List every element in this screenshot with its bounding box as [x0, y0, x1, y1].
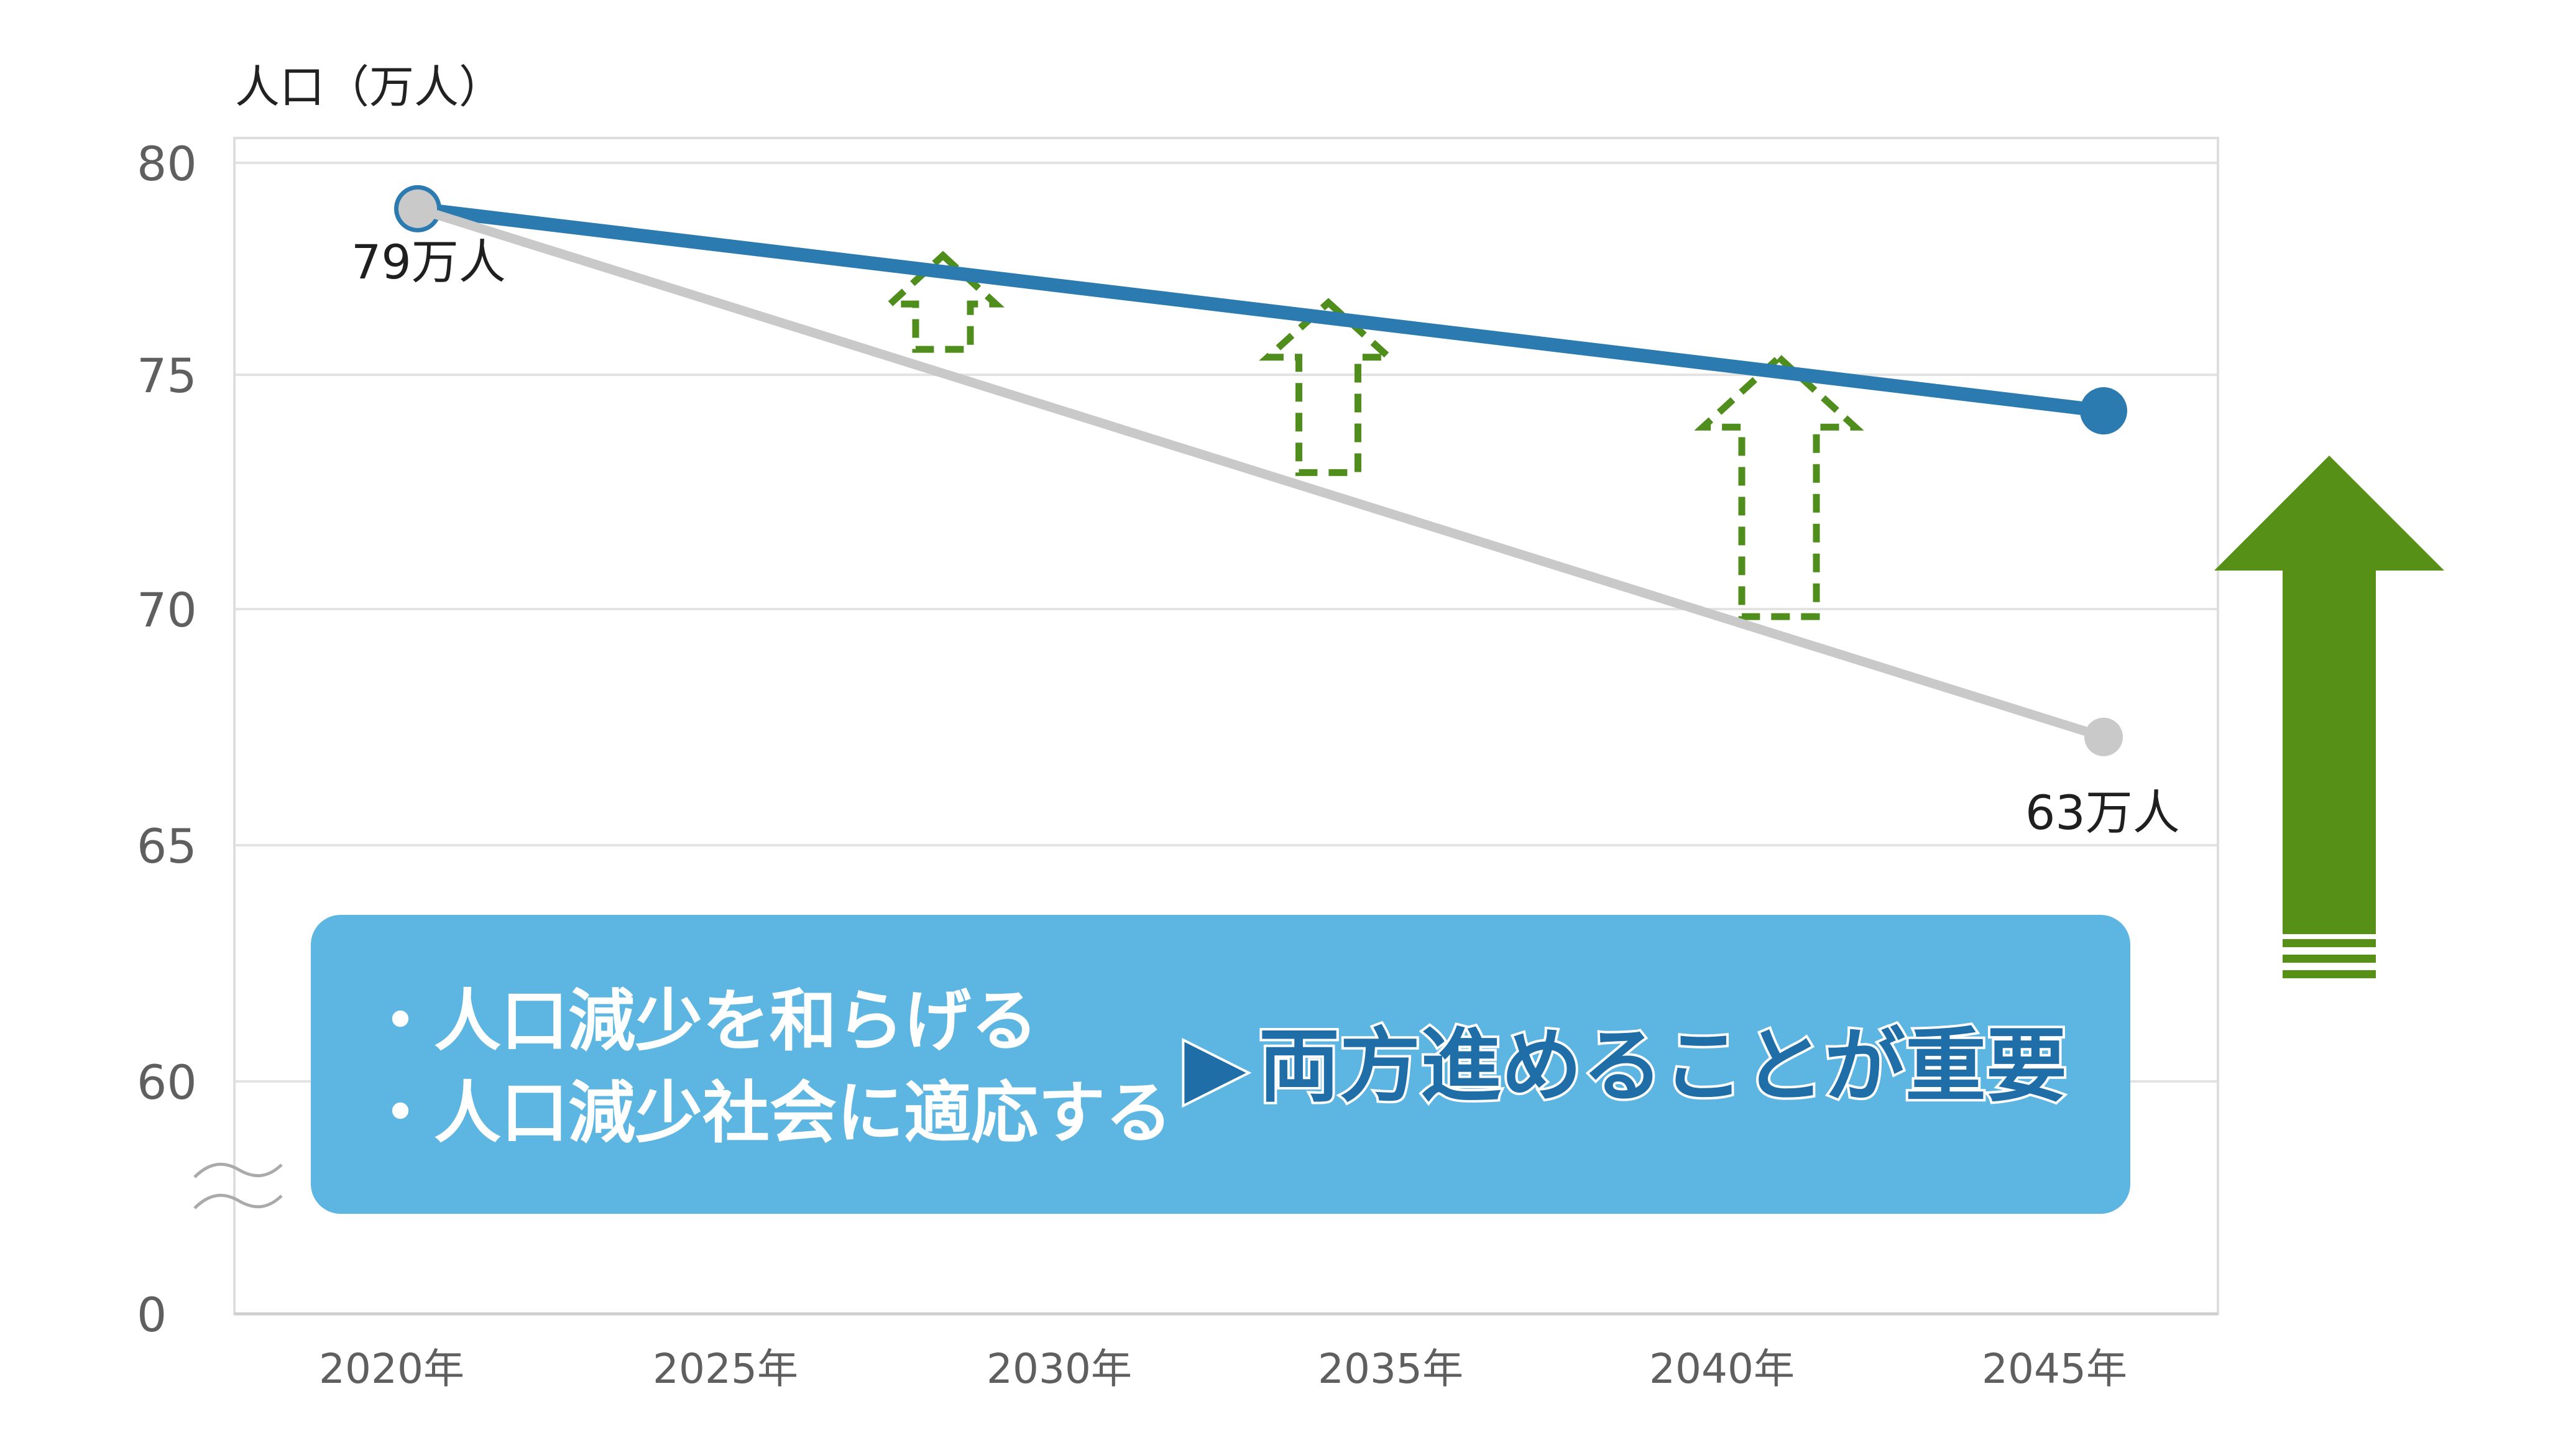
- x-axis-tick-label: 2025年: [653, 1345, 798, 1393]
- y-axis-tick-label: 75: [137, 348, 197, 403]
- note-arrow-mark: ▶: [1184, 1019, 1246, 1113]
- note-line-2: ・人口減少社会に適応する: [367, 1075, 1172, 1152]
- x-axis-tick-label: 2040年: [1649, 1345, 1795, 1393]
- base-series-point: [398, 189, 437, 228]
- dashed-effect-arrow: [1259, 298, 1398, 476]
- end-value-label: 63万人: [2025, 785, 2180, 840]
- y-axis-tick-label: 65: [137, 819, 197, 874]
- note-line-1: ・人口減少を和らげる: [367, 983, 1038, 1060]
- axis-layer: 80 75 70 65 60 0 2020年 2025年 2030年 2035年 2040年 2045…: [137, 136, 2218, 1393]
- policy-note-box: ・人口減少を和らげる ・人口減少社会に適応する ▶ 両方進めることが重要: [311, 915, 2130, 1214]
- dashed-effect-arrow: [881, 250, 1005, 353]
- series-layer: [394, 185, 2127, 756]
- dashed-arrow-layer: [881, 250, 1864, 620]
- x-axis-tick-label: 2045年: [1982, 1345, 2127, 1393]
- axis-break-mark: [193, 1162, 283, 1178]
- start-value-label: 79万人: [351, 234, 506, 290]
- y-axis-tick-label: 70: [137, 582, 197, 638]
- dashed-effect-arrow: [1694, 352, 1864, 620]
- green-arrow-tail-stripe: [2283, 970, 2376, 978]
- large-green-arrow: [2214, 456, 2444, 978]
- main-series-point: [2080, 387, 2127, 435]
- y-axis-tick-label: 80: [137, 136, 197, 191]
- axis-break-mark: [193, 1193, 283, 1209]
- green-arrow-tail-stripe: [2283, 939, 2376, 947]
- y-axis-tick-label: 0: [137, 1287, 167, 1342]
- x-axis-tick-label: 2020年: [319, 1345, 464, 1393]
- main-series-line: [411, 201, 2110, 418]
- y-axis-tick-label: 60: [137, 1055, 197, 1110]
- green-arrow-head: [2214, 456, 2444, 934]
- x-axis-tick-label: 2030年: [987, 1345, 1132, 1393]
- green-arrow-tail-stripe: [2283, 955, 2376, 963]
- base-series-point: [2084, 717, 2123, 756]
- label-layer: 人口（万人） 79万人 63万人: [235, 61, 2180, 840]
- note-box-background: [311, 915, 2130, 1214]
- x-axis-tick-label: 2035年: [1318, 1345, 1463, 1393]
- base-series-line: [413, 204, 2109, 742]
- important-message: 両方進めることが重要: [1259, 1019, 2067, 1113]
- chart-title: 人口（万人）: [235, 61, 504, 113]
- axis-break-marks: [193, 1162, 283, 1209]
